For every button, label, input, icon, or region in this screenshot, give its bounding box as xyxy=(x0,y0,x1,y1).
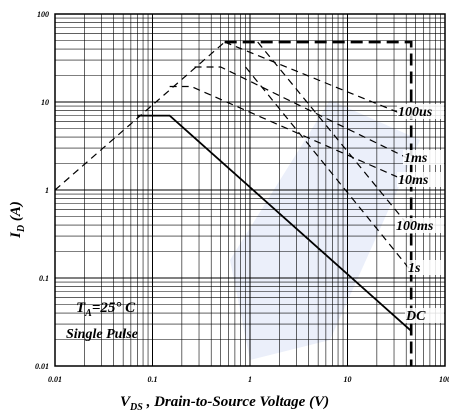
series-label: 1s xyxy=(408,261,421,276)
x-tick-label: 0.01 xyxy=(48,375,62,384)
annotation: TA=25° C xyxy=(76,300,136,319)
y-tick-label: 0.01 xyxy=(35,362,49,371)
label-bg xyxy=(405,308,444,323)
annotation-rest: =25° C xyxy=(92,300,136,316)
y-tick-label: 0.1 xyxy=(39,274,49,283)
y-tick-label: 100 xyxy=(37,10,49,19)
x-axis-label: VDS , Drain-to-Source Voltage (V) xyxy=(120,394,329,413)
annotation-sub: A xyxy=(84,308,92,319)
series-line xyxy=(169,85,412,184)
x-axis-label-sub: DS xyxy=(129,402,143,413)
x-tick-label: 0.1 xyxy=(148,375,158,384)
y-axis-label-rest: (A) xyxy=(8,201,24,225)
series-line xyxy=(137,114,412,332)
series-line xyxy=(245,66,412,272)
label-bg xyxy=(397,172,444,187)
x-axis-label-rest: , Drain-to-Source Voltage (V) xyxy=(143,394,329,410)
x-tick-label: 1 xyxy=(248,375,252,384)
y-tick-label: 1 xyxy=(45,186,49,195)
y-axis-label: ID (A) xyxy=(8,201,27,239)
annotation-line2: Single Pulse xyxy=(66,327,138,342)
series-label: 100us xyxy=(398,105,433,120)
x-tick-label: 100 xyxy=(439,375,449,384)
series-line xyxy=(194,66,412,161)
label-bg xyxy=(407,260,444,275)
series-line xyxy=(224,41,407,117)
y-tick-label: 10 xyxy=(41,98,49,107)
series-line xyxy=(257,41,412,230)
label-bg xyxy=(403,150,444,165)
label-bg xyxy=(397,104,444,119)
series-label: 100ms xyxy=(396,219,434,234)
series-label: DC xyxy=(405,309,426,324)
annotation-main: T xyxy=(76,300,86,316)
x-tick-label: 10 xyxy=(344,375,352,384)
watermark xyxy=(230,100,420,360)
series-label: 10ms xyxy=(398,173,429,188)
y-axis-label-main: I xyxy=(8,231,24,239)
y-axis-label-sub: D xyxy=(16,225,27,233)
x-axis-label-main: V xyxy=(120,394,132,410)
label-bg xyxy=(395,218,444,233)
series-line xyxy=(224,40,413,366)
series-label: 1ms xyxy=(404,151,428,166)
